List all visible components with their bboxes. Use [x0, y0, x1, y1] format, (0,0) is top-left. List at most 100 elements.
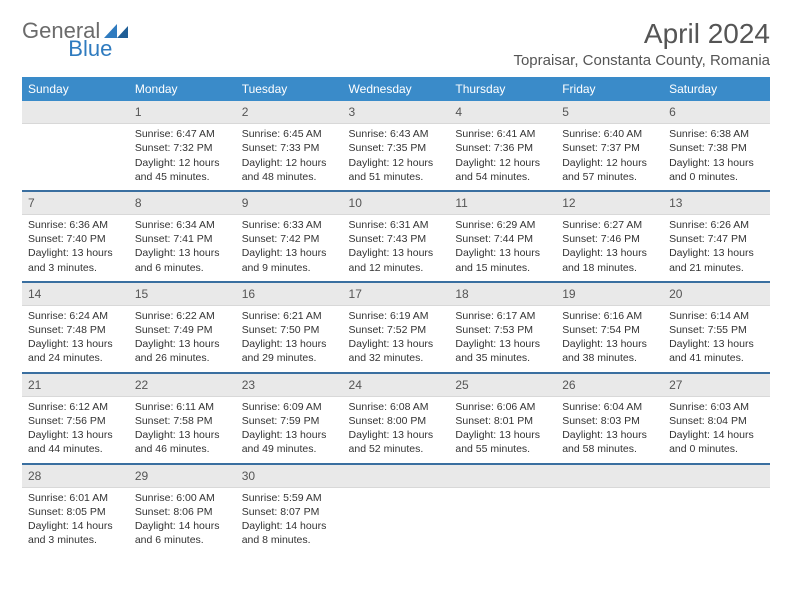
day-number: 11: [449, 192, 556, 215]
day-detail-line: Sunrise: 6:43 AM: [349, 127, 444, 141]
day-detail-line: and 32 minutes.: [349, 351, 444, 365]
day-details: Sunrise: 6:14 AMSunset: 7:55 PMDaylight:…: [663, 306, 770, 372]
day-detail-line: and 3 minutes.: [28, 533, 123, 547]
day-detail-line: Daylight: 13 hours: [135, 428, 230, 442]
day-detail-line: Sunrise: 6:01 AM: [28, 491, 123, 505]
day-detail-line: Sunset: 7:52 PM: [349, 323, 444, 337]
day-number: 18: [449, 283, 556, 306]
day-detail-line: and 55 minutes.: [455, 442, 550, 456]
day-detail-line: Sunrise: 6:33 AM: [242, 218, 337, 232]
day-detail-line: Sunrise: 6:38 AM: [669, 127, 764, 141]
day-detail-line: Sunrise: 6:11 AM: [135, 400, 230, 414]
day-detail-line: Sunset: 7:38 PM: [669, 141, 764, 155]
day-details: Sunrise: 6:41 AMSunset: 7:36 PMDaylight:…: [449, 124, 556, 190]
day-detail-line: and 6 minutes.: [135, 533, 230, 547]
day-detail-line: Sunrise: 6:22 AM: [135, 309, 230, 323]
page-title: April 2024: [513, 18, 770, 50]
day-detail-line: and 12 minutes.: [349, 261, 444, 275]
day-detail-line: Sunset: 7:35 PM: [349, 141, 444, 155]
day-detail-line: Sunset: 7:59 PM: [242, 414, 337, 428]
day-number: 10: [343, 192, 450, 215]
calendar-header-row: Sunday Monday Tuesday Wednesday Thursday…: [22, 77, 770, 101]
day-detail-line: Sunrise: 6:04 AM: [562, 400, 657, 414]
day-details: Sunrise: 6:01 AMSunset: 8:05 PMDaylight:…: [22, 488, 129, 554]
day-detail-line: Sunrise: 6:06 AM: [455, 400, 550, 414]
day-number: 30: [236, 465, 343, 488]
day-detail-line: Sunset: 7:48 PM: [28, 323, 123, 337]
day-details: Sunrise: 6:33 AMSunset: 7:42 PMDaylight:…: [236, 215, 343, 281]
calendar-day-cell: 9Sunrise: 6:33 AMSunset: 7:42 PMDaylight…: [236, 191, 343, 282]
day-detail-line: Daylight: 13 hours: [242, 246, 337, 260]
logo: General Blue: [22, 18, 178, 44]
day-detail-line: Sunset: 7:43 PM: [349, 232, 444, 246]
day-detail-line: and 51 minutes.: [349, 170, 444, 184]
day-detail-line: Daylight: 13 hours: [562, 337, 657, 351]
day-detail-line: Sunrise: 6:27 AM: [562, 218, 657, 232]
day-number: 15: [129, 283, 236, 306]
calendar-day-cell: 4Sunrise: 6:41 AMSunset: 7:36 PMDaylight…: [449, 101, 556, 191]
day-detail-line: and 48 minutes.: [242, 170, 337, 184]
col-wednesday: Wednesday: [343, 77, 450, 101]
day-detail-line: Sunset: 7:55 PM: [669, 323, 764, 337]
calendar-day-cell: [449, 464, 556, 554]
day-details: Sunrise: 6:16 AMSunset: 7:54 PMDaylight:…: [556, 306, 663, 372]
day-detail-line: and 18 minutes.: [562, 261, 657, 275]
day-details: Sunrise: 6:26 AMSunset: 7:47 PMDaylight:…: [663, 215, 770, 281]
day-number: 9: [236, 192, 343, 215]
day-details: Sunrise: 6:22 AMSunset: 7:49 PMDaylight:…: [129, 306, 236, 372]
day-detail-line: Daylight: 13 hours: [28, 246, 123, 260]
day-number: 5: [556, 101, 663, 124]
day-detail-line: Daylight: 13 hours: [242, 337, 337, 351]
day-number: 22: [129, 374, 236, 397]
day-detail-line: Sunset: 8:01 PM: [455, 414, 550, 428]
day-number: 29: [129, 465, 236, 488]
logo-text-blue: Blue: [68, 36, 112, 62]
day-details: Sunrise: 6:08 AMSunset: 8:00 PMDaylight:…: [343, 397, 450, 463]
day-number: [663, 465, 770, 488]
day-detail-line: and 58 minutes.: [562, 442, 657, 456]
day-number: 14: [22, 283, 129, 306]
calendar-day-cell: 1Sunrise: 6:47 AMSunset: 7:32 PMDaylight…: [129, 101, 236, 191]
calendar-day-cell: [343, 464, 450, 554]
calendar-day-cell: 10Sunrise: 6:31 AMSunset: 7:43 PMDayligh…: [343, 191, 450, 282]
calendar-week-row: 21Sunrise: 6:12 AMSunset: 7:56 PMDayligh…: [22, 373, 770, 464]
day-number: 26: [556, 374, 663, 397]
day-detail-line: Sunset: 8:00 PM: [349, 414, 444, 428]
day-detail-line: Daylight: 13 hours: [135, 337, 230, 351]
day-detail-line: Sunrise: 6:12 AM: [28, 400, 123, 414]
day-detail-line: Sunset: 7:44 PM: [455, 232, 550, 246]
day-detail-line: Sunset: 7:54 PM: [562, 323, 657, 337]
day-detail-line: and 9 minutes.: [242, 261, 337, 275]
day-detail-line: Sunset: 7:58 PM: [135, 414, 230, 428]
calendar-day-cell: 18Sunrise: 6:17 AMSunset: 7:53 PMDayligh…: [449, 282, 556, 373]
day-detail-line: and 57 minutes.: [562, 170, 657, 184]
day-detail-line: Sunset: 7:40 PM: [28, 232, 123, 246]
day-detail-line: Sunrise: 6:14 AM: [669, 309, 764, 323]
day-number: 4: [449, 101, 556, 124]
col-thursday: Thursday: [449, 77, 556, 101]
day-number: 19: [556, 283, 663, 306]
day-detail-line: Daylight: 13 hours: [455, 246, 550, 260]
calendar-day-cell: 24Sunrise: 6:08 AMSunset: 8:00 PMDayligh…: [343, 373, 450, 464]
day-detail-line: Daylight: 12 hours: [562, 156, 657, 170]
day-detail-line: Daylight: 13 hours: [28, 337, 123, 351]
day-details: Sunrise: 6:40 AMSunset: 7:37 PMDaylight:…: [556, 124, 663, 190]
calendar-day-cell: [22, 101, 129, 191]
day-detail-line: and 0 minutes.: [669, 442, 764, 456]
calendar-day-cell: 30Sunrise: 5:59 AMSunset: 8:07 PMDayligh…: [236, 464, 343, 554]
day-detail-line: and 45 minutes.: [135, 170, 230, 184]
calendar-day-cell: 2Sunrise: 6:45 AMSunset: 7:33 PMDaylight…: [236, 101, 343, 191]
col-saturday: Saturday: [663, 77, 770, 101]
day-detail-line: Daylight: 13 hours: [669, 246, 764, 260]
day-detail-line: Daylight: 13 hours: [669, 156, 764, 170]
day-details: Sunrise: 6:34 AMSunset: 7:41 PMDaylight:…: [129, 215, 236, 281]
day-details: Sunrise: 6:19 AMSunset: 7:52 PMDaylight:…: [343, 306, 450, 372]
calendar-day-cell: 3Sunrise: 6:43 AMSunset: 7:35 PMDaylight…: [343, 101, 450, 191]
day-details: Sunrise: 6:11 AMSunset: 7:58 PMDaylight:…: [129, 397, 236, 463]
day-number: [22, 101, 129, 124]
day-detail-line: Daylight: 13 hours: [349, 337, 444, 351]
day-detail-line: Sunset: 7:32 PM: [135, 141, 230, 155]
day-details: Sunrise: 6:43 AMSunset: 7:35 PMDaylight:…: [343, 124, 450, 190]
day-detail-line: and 35 minutes.: [455, 351, 550, 365]
day-detail-line: Daylight: 13 hours: [349, 428, 444, 442]
